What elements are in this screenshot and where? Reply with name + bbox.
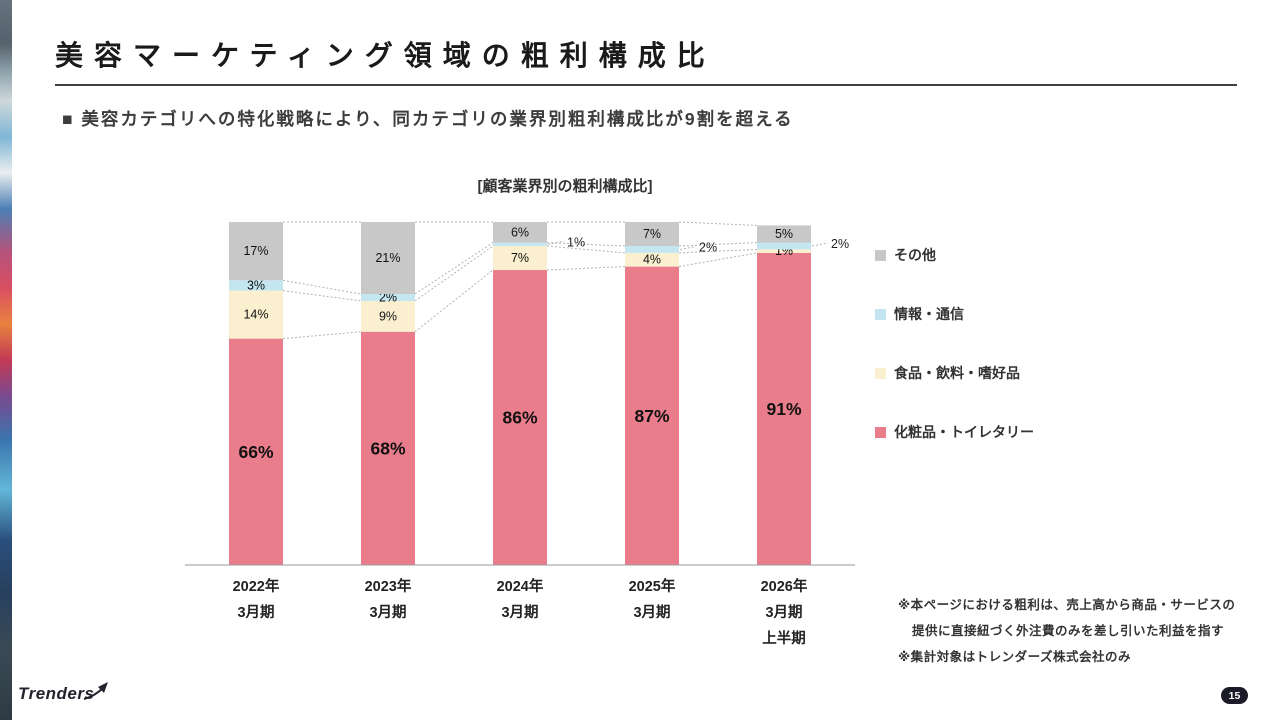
segment-label: 3% [247, 278, 265, 292]
segment-label: 17% [243, 244, 268, 258]
category-label: 3月期 [369, 603, 406, 621]
bar-segment [625, 246, 679, 253]
callout-label: 2% [699, 240, 717, 254]
connector-line [414, 242, 494, 295]
category-label: 3月期 [633, 603, 670, 621]
connector-line [678, 248, 758, 254]
bar-segment [229, 338, 283, 565]
bar-segment [493, 246, 547, 271]
callout-label: 2% [831, 237, 849, 251]
segment-label: 66% [238, 442, 273, 462]
trenders-logo-text: Trenders [18, 684, 95, 703]
page-number-badge: 15 [1221, 687, 1248, 704]
side-image-strip [0, 0, 12, 720]
title-divider [55, 84, 1237, 86]
category-label: 上半期 [762, 629, 806, 647]
category-label: 2026年 [761, 577, 808, 595]
bar-segment [229, 290, 283, 339]
segment-label: 6% [511, 225, 529, 239]
connector-line [546, 245, 626, 254]
category-label: 2024年 [497, 577, 544, 595]
footnote-line: ※集計対象はトレンダーズ株式会社のみ [898, 650, 1132, 664]
connector-line [546, 266, 626, 271]
bar-segment [625, 252, 679, 267]
segment-label: 5% [775, 227, 793, 241]
stacked-bar-chart: 66% 68%86% 87% 91%14% 9%7% 4%1%3%2%1% 2% 2%17% 2… [185, 221, 855, 647]
connector-line [282, 331, 362, 340]
bar-segment [757, 252, 811, 565]
bar-segment [625, 222, 679, 247]
category-label: 3月期 [501, 603, 538, 621]
legend-label: 食品・飲料・嗜好品 [894, 365, 1020, 381]
category-label: 2022年 [233, 577, 280, 595]
bar-segment [757, 242, 811, 250]
bar-segment [361, 222, 415, 295]
legend-swatch-food-beverage [875, 367, 886, 379]
segment-label: 9% [379, 309, 397, 323]
segment-label: 86% [502, 408, 537, 428]
legend-swatch-other [875, 249, 886, 261]
leader-line [811, 242, 829, 247]
segment-label: 87% [634, 406, 669, 426]
legend-item-info-telecom: 情報・通信 [875, 304, 1034, 324]
connector-line [282, 279, 362, 295]
connector-line [678, 252, 758, 268]
callout-label: 1% [567, 235, 585, 249]
connector-line [282, 290, 362, 302]
chart-legend: その他 情報・通信 食品・飲料・嗜好品 化粧品・トイレタリー [875, 245, 1034, 442]
bar-segment [625, 266, 679, 565]
segment-label: 21% [375, 251, 400, 265]
bar-segment [493, 222, 547, 243]
legend-label: 情報・通信 [894, 306, 964, 322]
category-label: 3月期 [765, 603, 802, 621]
legend-swatch-info-telecom [875, 308, 886, 320]
chart-title: [顧客業界別の粗利構成比] [477, 178, 653, 195]
connector-line [678, 242, 758, 247]
connector-line [414, 245, 494, 302]
bar-segment [757, 249, 811, 253]
bar-segment [361, 331, 415, 565]
page-title: 美容マーケティング領域の粗利構成比 [55, 40, 716, 71]
legend-item-cosmetics-toiletry: 化粧品・トイレタリー [875, 422, 1034, 442]
legend-item-food-beverage: 食品・飲料・嗜好品 [875, 363, 1034, 383]
segment-label: 91% [766, 399, 801, 419]
bar-segment [757, 225, 811, 243]
category-label: 2023年 [365, 577, 412, 595]
bar-segment [361, 300, 415, 332]
legend-item-other: その他 [875, 245, 1034, 265]
bar-segment [493, 242, 547, 247]
leader-line [679, 245, 697, 250]
segment-label: 14% [243, 308, 268, 322]
segment-label: 7% [511, 251, 529, 265]
bar-segment [361, 294, 415, 301]
footnote-line: ※本ページにおける粗利は、売上高から商品・サービスの [898, 598, 1236, 612]
legend-label: 化粧品・トイレタリー [894, 424, 1034, 440]
category-label: 2025年 [629, 577, 676, 595]
bar-segment [229, 280, 283, 291]
segment-label: 68% [370, 438, 405, 458]
footnote-line: 提供に直接紐づく外注費のみを差し引いた利益を指す [912, 624, 1225, 638]
key-message: ■ 美容カテゴリへの特化戦略により、同カテゴリの業界別粗利構成比が9割を超える [62, 109, 794, 129]
segment-label: 4% [643, 253, 661, 267]
legend-swatch-cosmetics-toiletry [875, 426, 886, 438]
connector-line [414, 269, 494, 333]
logo-arrow-icon [84, 682, 109, 700]
leader-line [547, 240, 565, 245]
connector-line [546, 242, 626, 247]
segment-label: 7% [643, 227, 661, 241]
bar-segment [229, 222, 283, 281]
connector-line [678, 221, 758, 226]
footnotes: ※本ページにおける粗利は、売上高から商品・サービスの 提供に直接紐づく外注費のみ… [898, 592, 1235, 670]
bar-segment [493, 270, 547, 565]
trenders-logo: Trenders [18, 680, 112, 704]
category-label: 3月期 [237, 603, 274, 621]
legend-label: その他 [894, 247, 936, 263]
